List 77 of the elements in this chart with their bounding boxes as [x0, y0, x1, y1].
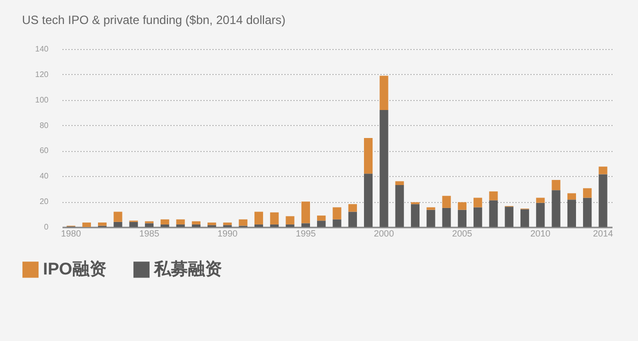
bar [364, 174, 373, 227]
bar [504, 206, 514, 227]
bar [348, 212, 357, 227]
bar [301, 202, 310, 224]
bar [114, 212, 122, 222]
bar [254, 224, 264, 227]
bar [301, 223, 310, 227]
legend-label: 私募融资 [153, 260, 222, 279]
x-tick-label: 2005 [452, 228, 472, 238]
bar [144, 223, 154, 227]
bar [238, 219, 248, 226]
bar [223, 222, 232, 226]
x-tick-label: 2000 [374, 228, 394, 238]
x-tick-label: 2014 [592, 228, 614, 238]
bar [114, 222, 122, 227]
bar [254, 212, 264, 224]
bar [286, 224, 294, 227]
bar [332, 207, 342, 220]
bar [442, 196, 451, 208]
y-tick-label: 100 [35, 95, 50, 104]
bar [176, 219, 185, 224]
bar [567, 193, 576, 200]
bar [380, 110, 388, 227]
bar [380, 76, 388, 110]
bar [98, 222, 107, 226]
bar [286, 216, 294, 224]
x-tick-label: 1985 [139, 228, 160, 238]
bar [552, 190, 560, 227]
bar [536, 198, 545, 203]
bar [474, 198, 482, 208]
bar [552, 180, 560, 190]
bar [474, 207, 482, 227]
bar [192, 224, 200, 227]
bar [160, 224, 170, 227]
bar [520, 209, 530, 227]
bar [583, 188, 592, 198]
bar [598, 174, 608, 227]
bar [270, 224, 279, 227]
chart-title: US tech IPO & private funding ($bn, 2014 dollars) [22, 13, 286, 27]
bar [192, 221, 200, 224]
legend-label: IPO融资 [43, 260, 106, 279]
bar [598, 166, 608, 174]
x-tick-label: 1995 [296, 228, 316, 238]
y-tick-label: 40 [40, 172, 50, 181]
bar [458, 210, 466, 227]
bar [567, 200, 576, 227]
bar [489, 191, 498, 200]
bar [270, 212, 279, 224]
y-tick-label: 140 [35, 44, 50, 54]
x-tick-label: 1990 [217, 228, 238, 238]
bar [442, 208, 451, 227]
bar [364, 138, 373, 174]
bar [410, 204, 420, 227]
bar [82, 222, 91, 227]
y-tick-label: 20 [40, 197, 50, 206]
bar [208, 222, 216, 226]
bar [160, 219, 170, 224]
bar [458, 202, 466, 210]
bar [317, 220, 326, 227]
bar [395, 181, 404, 186]
bar [176, 224, 185, 227]
bar [489, 200, 498, 227]
y-tick-label: 80 [40, 120, 50, 130]
bar [332, 219, 342, 227]
bar [395, 185, 404, 227]
bar [129, 222, 138, 227]
y-tick-label: 0 [44, 222, 50, 232]
bar [536, 202, 545, 227]
bar [583, 198, 592, 227]
y-tick-label: 120 [35, 70, 50, 79]
x-tick-label: 1980 [60, 228, 82, 238]
bar [426, 210, 436, 227]
bar [317, 216, 326, 221]
x-tick-label: 2010 [530, 228, 550, 238]
y-tick-label: 60 [40, 146, 50, 156]
bar [426, 207, 436, 210]
bar [348, 204, 357, 212]
